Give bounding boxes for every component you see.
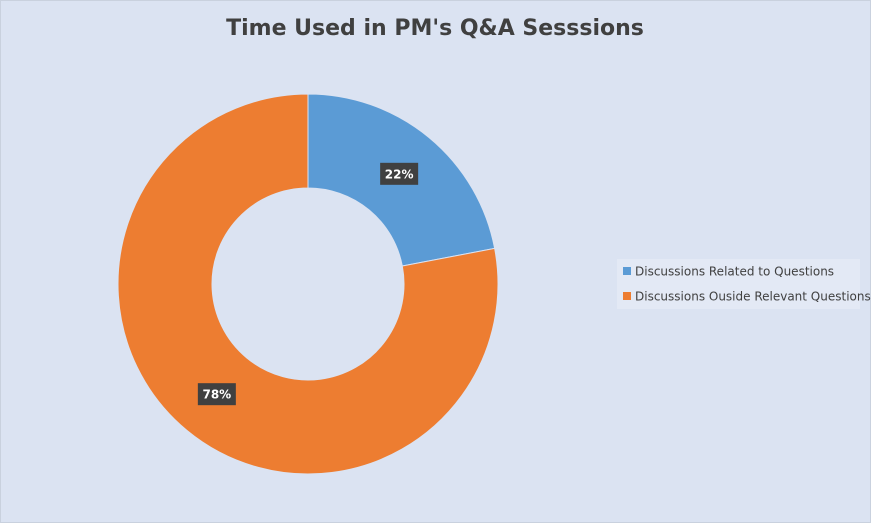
data-label: 78% bbox=[202, 388, 231, 402]
data-label-box bbox=[197, 383, 236, 406]
legend-swatch bbox=[623, 267, 631, 275]
data-label: 22% bbox=[385, 167, 414, 181]
chart-title: Time Used in PM's Q&A Sesssions bbox=[226, 16, 644, 41]
donut-slice bbox=[117, 93, 499, 475]
legend-box bbox=[617, 259, 860, 309]
legend-label: Discussions Ouside Relevant Questions bbox=[635, 290, 871, 304]
legend-label: Discussions Related to Questions bbox=[635, 265, 834, 279]
legend-swatch bbox=[623, 292, 631, 300]
data-label-box bbox=[380, 162, 419, 185]
